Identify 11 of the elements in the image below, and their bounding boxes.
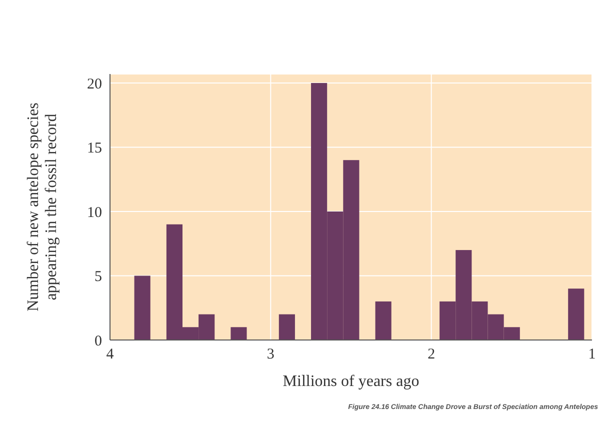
y-tick-label: 0 xyxy=(94,333,102,350)
y-axis-title: Number of new antelope species appearing in the fossil record xyxy=(25,102,60,312)
x-tick-label: 2 xyxy=(428,346,436,363)
x-tick-label: 4 xyxy=(106,346,114,363)
y-tick-label: 20 xyxy=(87,76,102,92)
x-tick-label: 3 xyxy=(266,346,274,363)
y-tick-label: 5 xyxy=(94,269,102,286)
y-tick-label: 10 xyxy=(87,204,102,221)
x-axis-title: Millions of years ago xyxy=(282,373,420,390)
y-tick-label: 15 xyxy=(87,140,102,157)
x-tick-label: 1 xyxy=(588,346,596,363)
